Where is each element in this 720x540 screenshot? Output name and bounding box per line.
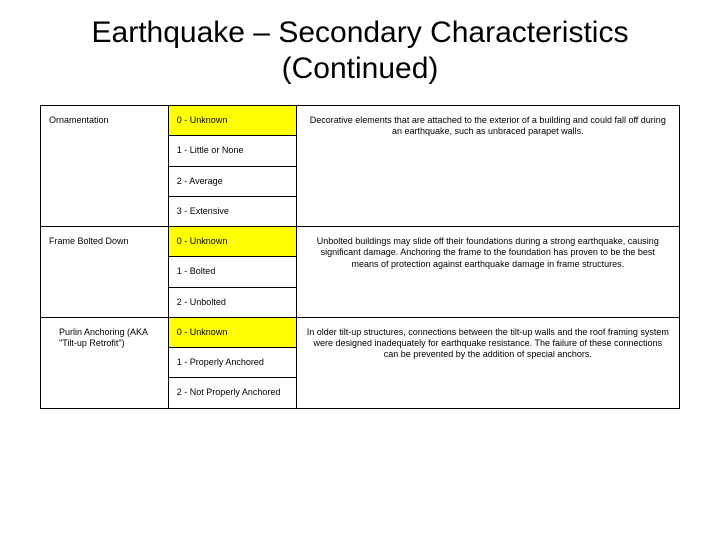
value-cell: 2 - Average <box>168 166 296 196</box>
description-cell: Decorative elements that are attached to… <box>296 106 679 227</box>
value-cell: 2 - Not Properly Anchored <box>168 378 296 408</box>
slide: Earthquake – Secondary Characteristics (… <box>0 0 720 540</box>
category-label: Purlin Anchoring (AKA "Tilt-up Retrofit"… <box>41 317 169 408</box>
value-cell: 1 - Properly Anchored <box>168 348 296 378</box>
value-cell: 1 - Little or None <box>168 136 296 166</box>
value-cell: 0 - Unknown <box>168 106 296 136</box>
category-label: Frame Bolted Down <box>41 227 169 318</box>
page-title: Earthquake – Secondary Characteristics (… <box>40 15 680 87</box>
value-cell: 0 - Unknown <box>168 227 296 257</box>
value-cell: 0 - Unknown <box>168 317 296 347</box>
table-row: Frame Bolted Down 0 - Unknown Unbolted b… <box>41 227 680 257</box>
description-cell: In older tilt-up structures, connections… <box>296 317 679 408</box>
value-cell: 3 - Extensive <box>168 196 296 226</box>
table-row: Ornamentation 0 - Unknown Decorative ele… <box>41 106 680 136</box>
description-cell: Unbolted buildings may slide off their f… <box>296 227 679 318</box>
value-cell: 2 - Unbolted <box>168 287 296 317</box>
category-label: Ornamentation <box>41 106 169 227</box>
value-cell: 1 - Bolted <box>168 257 296 287</box>
characteristics-table: Ornamentation 0 - Unknown Decorative ele… <box>40 105 680 409</box>
table-row: Purlin Anchoring (AKA "Tilt-up Retrofit"… <box>41 317 680 347</box>
